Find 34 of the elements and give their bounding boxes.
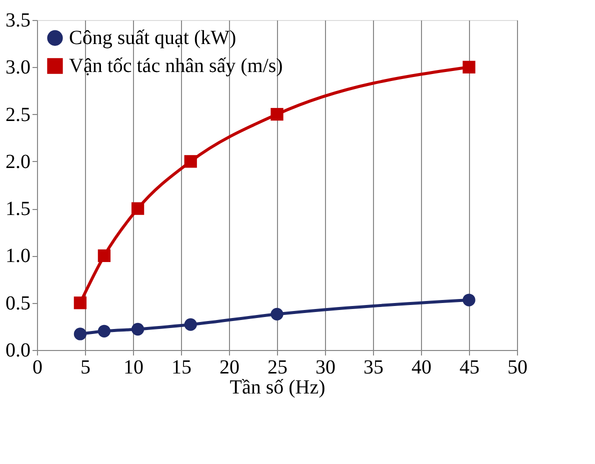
point	[184, 318, 197, 331]
x-tick-label: 10	[124, 356, 144, 378]
x-tick-label: 30	[316, 356, 336, 378]
x-tick-label: 45	[460, 356, 480, 378]
y-tick-label: 1.5	[6, 198, 30, 220]
point	[131, 202, 144, 215]
point	[74, 296, 87, 310]
x-tick-label: 35	[364, 356, 384, 378]
point	[98, 324, 111, 338]
point	[270, 308, 284, 320]
x-axis-title: Tần số (Hz)	[230, 376, 326, 398]
y-tick-label: 1.0	[6, 245, 30, 268]
x-tick-label: 15	[172, 356, 192, 378]
point	[462, 294, 476, 306]
y-tick-label: 3.5	[6, 10, 30, 32]
y-tick-label: 3.0	[6, 56, 30, 79]
x-tick-label: 0	[32, 356, 42, 378]
point	[184, 155, 197, 168]
x-tick-label: 25	[268, 356, 288, 378]
x-tick-label: 40	[412, 356, 432, 378]
legend-label: Công suất quạt (kW)	[69, 27, 236, 49]
point	[98, 249, 111, 262]
legend-label: Vận tốc tác nhân sấy (m/s)	[69, 55, 283, 77]
point	[270, 108, 284, 121]
y-tick-label: 0.5	[6, 292, 30, 314]
point	[131, 322, 144, 336]
x-tick-label: 20	[220, 356, 240, 378]
y-tick-label: 2.0	[6, 150, 30, 173]
point	[462, 60, 476, 74]
y-tick-label: 2.5	[6, 104, 30, 126]
y-tick-label: 0.0	[6, 340, 30, 362]
x-tick-label: 5	[80, 356, 90, 378]
x-tick-label: 50	[508, 356, 528, 378]
point	[74, 328, 87, 340]
